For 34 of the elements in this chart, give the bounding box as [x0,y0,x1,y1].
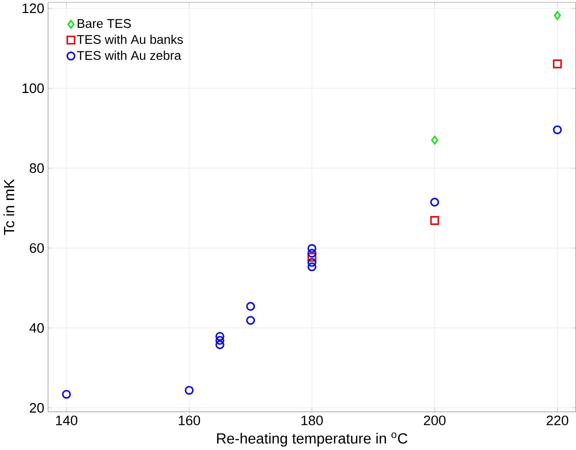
x-tick-label: 180 [302,416,323,426]
x-tick-label: 140 [56,416,78,426]
point [430,216,440,225]
point [307,258,316,267]
x-tick-label: 220 [546,416,568,426]
y-tick-label: 60 [30,243,44,253]
point [554,11,561,20]
point [552,125,562,134]
y-tick-label: 80 [30,163,44,173]
y-tick-label: 40 [29,323,44,333]
point [430,198,440,207]
x-tick-label: 200 [424,416,446,426]
legend-label: TES with Au zebra [77,50,182,60]
y-tick-label: 20 [30,402,44,413]
y-tick-label: 100 [22,83,44,94]
point [307,248,316,258]
point [246,302,256,311]
point [307,252,316,262]
x-tick-label: 160 [178,416,200,426]
legend-label: Bare TES [78,19,131,28]
point [215,332,224,341]
point [246,316,256,325]
point [307,262,316,272]
point [215,340,224,350]
y-tick-label: 120 [22,3,44,14]
point [552,59,562,68]
point [184,386,194,395]
point [431,136,438,145]
y-axis-title: Tc in mK [4,179,14,235]
legend-label: TES with Au banks [77,34,183,44]
point [307,244,316,253]
x-axis-title: Re-heating temperature in $^{o}$C [217,432,408,447]
point [62,390,71,399]
point [215,336,224,345]
